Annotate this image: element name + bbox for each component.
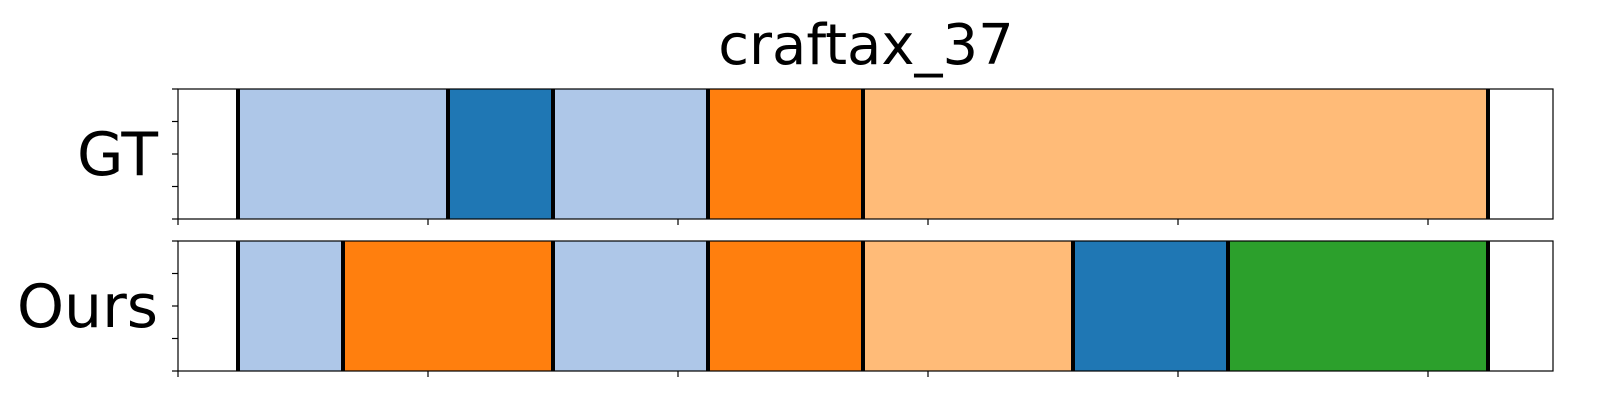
row-label-ours: Ours: [17, 272, 158, 342]
segment-gt-2: [553, 89, 708, 219]
segment-ours-1: [343, 241, 553, 371]
chart-title: craftax_37: [718, 13, 1014, 78]
segment-gt-0: [238, 89, 448, 219]
segment-gt-1: [448, 89, 553, 219]
segment-ours-3: [708, 241, 863, 371]
segment-ours-4: [863, 241, 1073, 371]
segment-ours-5: [1073, 241, 1228, 371]
segment-gt-4: [863, 89, 1488, 219]
segment-ours-2: [553, 241, 708, 371]
segment-ours-0: [238, 241, 343, 371]
segment-ours-6: [1228, 241, 1488, 371]
row-label-gt: GT: [77, 120, 158, 190]
segment-gt-3: [708, 89, 863, 219]
